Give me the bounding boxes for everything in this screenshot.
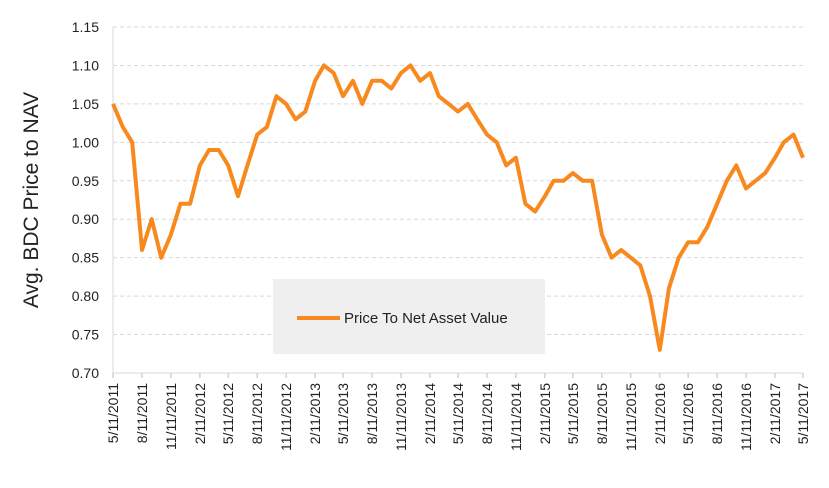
x-tick-label: 5/11/2017	[795, 383, 811, 444]
x-tick-label: 5/11/2016	[680, 383, 696, 444]
y-tick-label: 1.10	[72, 57, 99, 73]
x-tick-label: 11/11/2015	[623, 383, 639, 451]
x-tick-label: 5/11/2015	[565, 383, 581, 444]
x-tick-label: 5/11/2011	[105, 383, 121, 443]
x-tick-label: 8/11/2014	[479, 383, 495, 444]
x-tick-label: 11/11/2014	[508, 383, 524, 451]
x-tick-label: 8/11/2013	[364, 383, 380, 444]
y-tick-label: 0.90	[72, 211, 99, 227]
x-tick-label: 5/11/2012	[220, 383, 236, 444]
y-tick-label: 0.95	[72, 173, 99, 189]
x-tick-label: 2/11/2014	[422, 383, 438, 444]
x-tick-label: 11/11/2013	[393, 383, 409, 451]
x-tick-label: 2/11/2016	[652, 383, 668, 444]
y-tick-label: 0.75	[72, 327, 99, 343]
x-tick-label: 8/11/2015	[594, 383, 610, 444]
x-tick-label: 11/11/2012	[278, 383, 294, 451]
y-tick-label: 0.70	[72, 365, 99, 381]
x-tick-label: 11/11/2016	[738, 383, 754, 451]
x-tick-label: 2/11/2013	[307, 383, 323, 444]
y-tick-label: 1.00	[72, 134, 99, 150]
x-tick-label: 2/11/2015	[537, 383, 553, 444]
x-tick-label: 8/11/2016	[709, 383, 725, 444]
x-tick-label: 11/11/2011	[163, 383, 179, 450]
y-axis-label: Avg. BDC Price to NAV	[20, 92, 43, 308]
x-tick-label: 2/11/2012	[192, 383, 208, 444]
x-tick-label: 5/11/2014	[450, 383, 466, 444]
y-tick-label: 0.80	[72, 288, 99, 304]
y-tick-label: 1.15	[72, 19, 99, 35]
series-line	[111, 63, 805, 352]
x-tick-label: 8/11/2011	[134, 383, 150, 443]
legend-label: Price To Net Asset Value	[344, 310, 508, 327]
y-tick-label: 1.05	[72, 96, 99, 112]
x-tick-label: 5/11/2013	[335, 383, 351, 444]
x-tick-label: 8/11/2012	[249, 383, 265, 444]
y-tick-label: 0.85	[72, 250, 99, 266]
x-tick-label: 2/11/2017	[767, 383, 783, 444]
